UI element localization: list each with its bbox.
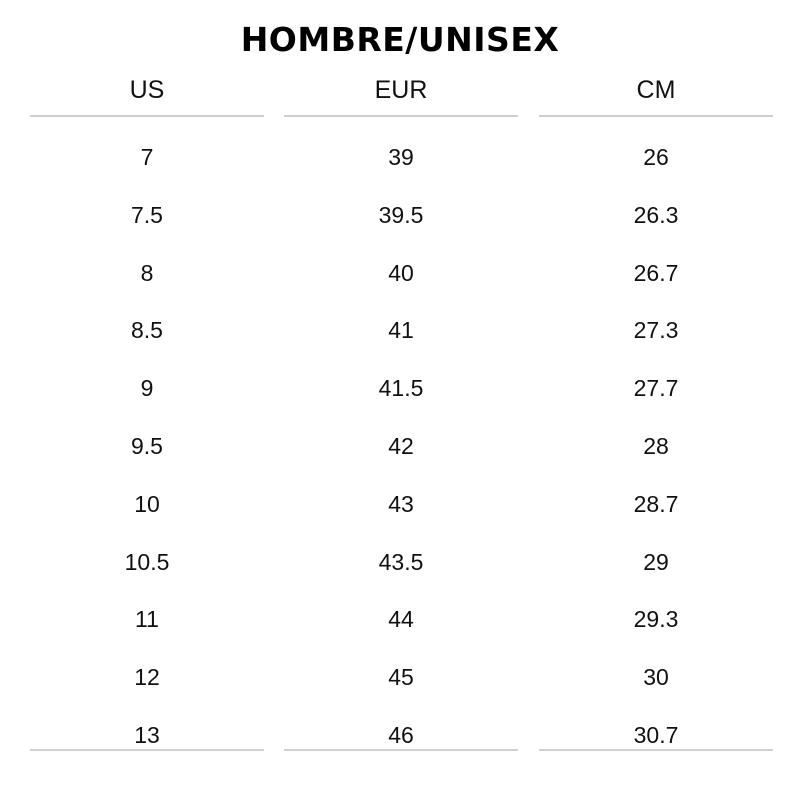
footer-divider bbox=[539, 749, 773, 751]
header-divider bbox=[30, 115, 264, 117]
table-cell: 40 bbox=[388, 259, 414, 286]
table-cell: 28 bbox=[643, 433, 669, 459]
column-header-eur: EUR bbox=[374, 76, 428, 104]
table-cell: 39.5 bbox=[378, 201, 424, 228]
table-cell: 9.5 bbox=[131, 433, 163, 459]
table-cell: 42 bbox=[388, 433, 414, 459]
page-title: HOMBRE/UNISEX bbox=[240, 20, 560, 59]
table-cell: 43 bbox=[388, 490, 414, 517]
table-cell: 27.3 bbox=[633, 317, 679, 344]
table-cell: 41.5 bbox=[378, 375, 424, 402]
header-divider bbox=[284, 115, 518, 117]
table-cell: 7 bbox=[140, 144, 154, 170]
table-cell: 26.3 bbox=[633, 201, 679, 228]
table-cell: 7.5 bbox=[131, 201, 163, 228]
footer-divider bbox=[284, 749, 518, 751]
table-cell: 29 bbox=[643, 548, 669, 575]
table-cell: 8 bbox=[140, 259, 154, 286]
column-header-us: US bbox=[129, 76, 165, 104]
table-cell: 28.7 bbox=[633, 490, 679, 517]
table-cell: 39 bbox=[388, 144, 414, 170]
header-divider bbox=[539, 115, 773, 117]
column-header-cm: CM bbox=[636, 76, 676, 104]
table-cell: 10 bbox=[134, 490, 160, 517]
table-cell: 46 bbox=[388, 722, 414, 748]
table-cell: 8.5 bbox=[131, 317, 163, 344]
table-cell: 29.3 bbox=[633, 606, 679, 633]
table-cell: 27.7 bbox=[633, 375, 679, 402]
footer-divider bbox=[30, 749, 264, 751]
table-cell: 44 bbox=[388, 606, 414, 633]
table-cell: 30 bbox=[643, 664, 669, 691]
table-cell: 10.5 bbox=[124, 548, 170, 575]
table-cell: 30.7 bbox=[633, 722, 679, 748]
table-cell: 43.5 bbox=[378, 548, 424, 575]
table-cell: 11 bbox=[135, 606, 159, 633]
table-cell: 9 bbox=[140, 375, 154, 402]
table-cell: 41 bbox=[388, 317, 414, 344]
table-cell: 26.7 bbox=[633, 259, 679, 286]
table-cell: 13 bbox=[134, 722, 160, 748]
table-cell: 26 bbox=[643, 144, 669, 170]
table-cell: 12 bbox=[134, 664, 160, 691]
table-cell: 45 bbox=[388, 664, 414, 691]
